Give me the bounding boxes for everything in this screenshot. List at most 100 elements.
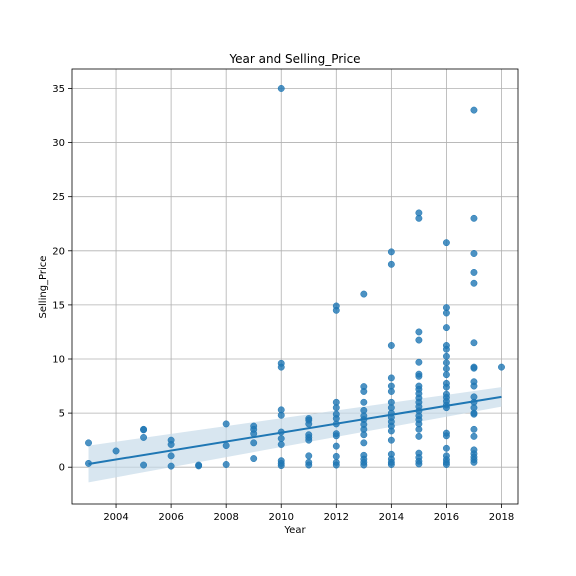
- data-point: [277, 441, 285, 448]
- axis-ticks: 2004 2006 2008 2010 2012 2014 2016 2018 0 5 10 15 20…: [52, 84, 514, 523]
- data-point: [470, 458, 478, 466]
- data-point: [387, 461, 395, 468]
- data-point: [360, 388, 368, 395]
- data-point: [277, 435, 285, 442]
- data-point: [305, 452, 313, 460]
- x-tick-label: 2012: [324, 512, 349, 523]
- y-tick-label: 10: [52, 355, 65, 366]
- data-point: [470, 364, 478, 372]
- data-point: [470, 214, 478, 222]
- chart-title: Year and Selling_Price: [228, 52, 360, 66]
- y-axis-label: Selling_Price: [38, 256, 49, 319]
- data-point: [498, 363, 505, 371]
- data-point: [442, 352, 450, 360]
- data-point: [387, 260, 395, 268]
- data-point: [442, 309, 450, 317]
- data-point: [442, 345, 450, 353]
- data-point: [415, 425, 423, 433]
- data-point: [360, 431, 368, 439]
- y-tick-label: 30: [52, 138, 65, 149]
- x-tick-label: 2014: [379, 512, 404, 523]
- data-point: [470, 410, 478, 418]
- data-point: [387, 374, 395, 382]
- data-point: [387, 248, 395, 256]
- data-point: [415, 328, 423, 336]
- data-point: [85, 439, 92, 447]
- data-point: [442, 444, 450, 452]
- data-point: [140, 434, 148, 441]
- data-point: [167, 462, 175, 470]
- data-point: [277, 462, 285, 470]
- data-point: [442, 461, 450, 468]
- data-point: [387, 388, 395, 395]
- data-point: [360, 398, 368, 406]
- data-point: [195, 462, 203, 470]
- data-point: [470, 425, 478, 433]
- grid: [72, 69, 518, 504]
- data-point: [360, 439, 368, 447]
- data-point: [305, 436, 313, 444]
- data-point: [332, 461, 340, 469]
- data-point: [470, 339, 478, 347]
- x-tick-label: 2006: [158, 512, 183, 523]
- data-point: [332, 442, 340, 450]
- x-tick-label: 2010: [269, 512, 294, 523]
- data-point: [442, 359, 450, 367]
- data-point: [167, 452, 175, 460]
- data-point: [140, 426, 148, 434]
- data-point: [387, 342, 395, 349]
- x-tick-label: 2018: [489, 512, 514, 523]
- data-point: [387, 427, 395, 435]
- data-point: [277, 85, 285, 92]
- regression-line: [88, 395, 502, 465]
- y-tick-label: 15: [52, 300, 65, 311]
- plot-frame: [71, 68, 519, 505]
- x-axis-label: Year: [283, 525, 306, 536]
- data-point: [140, 461, 148, 469]
- x-tick-label: 2004: [103, 512, 128, 523]
- data-point: [442, 432, 450, 440]
- data-point: [360, 290, 368, 298]
- data-point: [277, 411, 285, 419]
- x-tick-label: 2008: [213, 512, 238, 523]
- y-tick-label: 35: [52, 84, 65, 95]
- data-point: [222, 461, 230, 468]
- data-point: [415, 214, 423, 222]
- y-tick-label: 20: [52, 246, 65, 257]
- y-tick-label: 25: [52, 192, 65, 203]
- data-point: [250, 455, 258, 463]
- data-point: [332, 306, 340, 314]
- data-point: [360, 461, 368, 469]
- data-point: [415, 336, 423, 344]
- data-point: [332, 432, 340, 440]
- data-point: [415, 358, 423, 366]
- data-point: [470, 268, 478, 276]
- data-point: [470, 279, 478, 287]
- data-point: [415, 372, 423, 380]
- data-point: [305, 461, 313, 469]
- data-point: [442, 365, 450, 373]
- y-tick-label: 0: [59, 463, 65, 474]
- x-tick-label: 2016: [434, 512, 459, 523]
- data-point: [442, 371, 450, 379]
- data-point: [277, 363, 285, 371]
- data-point: [250, 439, 258, 447]
- y-tick-label: 5: [59, 409, 65, 420]
- scatter-points: [85, 85, 505, 470]
- data-point: [442, 383, 450, 391]
- data-point: [112, 447, 120, 455]
- data-point: [470, 382, 478, 390]
- data-point: [470, 250, 478, 257]
- data-point: [442, 324, 450, 332]
- data-point: [442, 239, 450, 247]
- data-point: [222, 442, 230, 450]
- data-point: [332, 404, 340, 412]
- data-point: [332, 452, 340, 460]
- data-point: [305, 420, 313, 428]
- data-point: [415, 460, 423, 468]
- data-point: [222, 420, 230, 428]
- data-point: [167, 441, 175, 448]
- confidence-band: [88, 387, 502, 483]
